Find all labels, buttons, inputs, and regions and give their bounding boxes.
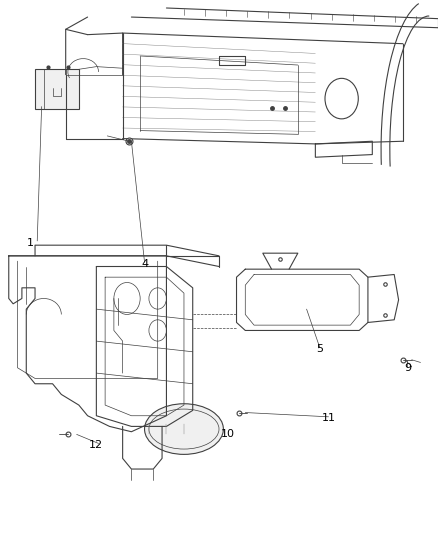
Text: 11: 11 <box>321 414 336 423</box>
Text: 1: 1 <box>27 238 34 247</box>
FancyBboxPatch shape <box>35 69 79 109</box>
Text: 12: 12 <box>89 440 103 450</box>
Text: 5: 5 <box>316 344 323 354</box>
Text: 4: 4 <box>141 259 148 269</box>
Text: 10: 10 <box>221 430 235 439</box>
Ellipse shape <box>145 404 223 454</box>
Text: 9: 9 <box>404 363 411 373</box>
